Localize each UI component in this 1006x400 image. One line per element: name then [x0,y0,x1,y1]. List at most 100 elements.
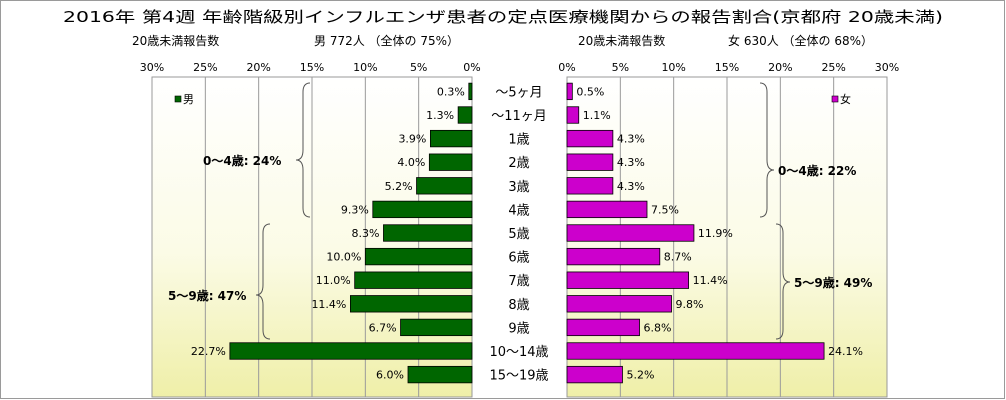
male-bar [407,365,473,384]
category-label: 15～19歳 [489,369,548,384]
female-group-0-4-label: 0～4歳: 22% [778,163,856,178]
male-header-left: 20歳未満報告数 [132,33,219,48]
male-bar [428,153,473,171]
male-bar [468,82,473,101]
female-value-label: 4.3% [617,133,645,146]
female-value-label: 1.1% [583,109,611,122]
female-axis-tick-label: 0% [558,61,575,74]
female-header-right: 女 630人 （全体の 68%） [728,33,873,48]
female-bar [566,200,648,219]
male-bar [354,271,473,289]
male-bar [383,224,473,242]
female-axis-tick-label: 5% [612,61,629,74]
female-value-label: 7.5% [651,203,679,216]
male-axis-tick-label: 30% [140,61,164,74]
male-brace-5-9 [255,223,271,340]
category-label: 7歳 [508,274,529,289]
male-axis-tick-label: 10% [353,61,377,74]
male-bars [229,82,473,384]
category-label: ～5ヶ月 [495,85,542,100]
category-label: 6歳 [508,251,529,266]
female-bar [566,153,614,171]
male-axis-tick-label: 15% [300,61,324,74]
male-value-label: 5.2% [385,180,413,193]
male-value-label: 4.0% [397,156,425,169]
female-axis-tick-label: 30% [875,61,899,74]
male-value-label: 6.7% [369,321,397,334]
female-value-label: 11.4% [693,274,728,287]
category-labels: ～5ヶ月 ～11ヶ月 1歳 2歳 3歳 4歳 5歳 6歳 7歳 8歳 9歳 10～14歳 15～19歳 [489,85,548,383]
female-value-label: 8.7% [664,251,692,264]
chart-title: 2016年 第4週 年齢階級別インフルエンザ患者の定点医療機関からの報告割合(京… [63,8,943,26]
category-label: 8歳 [508,298,529,313]
female-group-5-9-label: 5～9歳: 49% [794,275,872,290]
female-legend-label: 女 [840,92,851,106]
female-bar [566,224,695,242]
female-value-label: 5.2% [626,369,654,382]
female-header-left: 20歳未満報告数 [578,33,665,48]
female-value-label: 4.3% [617,180,645,193]
female-bar [566,271,689,289]
category-label: 2歳 [508,156,529,171]
category-label: 9歳 [508,321,529,336]
female-axis-tick-label: 15% [715,61,739,74]
category-label: 3歳 [508,180,529,195]
female-axis-tick-label: 20% [768,61,792,74]
male-brace-0-4 [295,82,311,218]
male-value-label: 1.3% [426,109,454,122]
male-legend-swatch [174,95,182,103]
female-axis-tick-label: 25% [821,61,845,74]
category-label: 5歳 [508,227,529,242]
female-value-label: 4.3% [617,156,645,169]
category-label: 4歳 [508,203,529,218]
female-bar [566,365,623,384]
female-bar [566,247,661,266]
male-bar [229,342,473,360]
male-axis-tick-label: 25% [193,61,217,74]
male-value-labels: 0.3% 1.3%3.9% 4.0% 5.2% 9.3% 8.3% 10.0% 11.0% 11… [191,85,465,381]
female-axis-tick-label: 10% [661,61,685,74]
male-bar [349,295,473,313]
female-bar [566,129,614,148]
male-value-label: 9.3% [341,203,369,216]
female-bar [566,342,825,360]
male-bar [457,106,473,124]
male-value-label: 0.3% [437,85,465,98]
male-axis-tick-label: 20% [246,61,270,74]
female-bars [566,82,825,384]
female-bar [566,295,672,313]
female-legend-swatch [831,95,839,103]
male-bar [400,318,473,337]
male-axis-tick-label: 5% [410,61,427,74]
male-value-label: 22.7% [191,345,226,358]
male-axis-tick-label: 0% [463,61,480,74]
female-value-label: 9.8% [676,298,704,311]
female-value-label: 11.9% [698,227,733,240]
female-value-labels: 0.5% 1.1% 4.3% 4.3% 4.3% 7.5% 11.9% 8.7%11.4% 9.… [576,85,863,381]
category-label: 1歳 [508,133,529,148]
female-bar [566,318,640,337]
male-bar [429,129,473,148]
category-label: 10～14歳 [489,345,548,360]
male-legend-label: 男 [183,93,194,106]
male-group-0-4-label: 0～4歳: 24% [203,153,281,168]
female-bar [566,106,580,124]
female-value-label: 0.5% [576,85,604,98]
female-axis-ticks: 0% 5% 10% 15% 20% 25% 30% [558,61,899,74]
female-bar [566,177,614,195]
male-value-label: 11.0% [316,274,351,287]
female-value-label: 24.1% [828,345,863,358]
female-brace-5-9 [775,223,791,340]
female-bar [566,82,573,101]
male-axis-ticks: 30% 25% 20% 15% 10% 5% 0% [140,61,481,74]
male-value-label: 10.0% [326,251,361,264]
category-label: ～11ヶ月 [491,109,547,124]
male-value-label: 11.4% [311,298,346,311]
male-bar [364,247,473,266]
male-bar [372,200,473,219]
male-bar [416,177,473,195]
male-value-label: 3.9% [398,133,426,146]
male-header-right: 男 772人 （全体の 75%） [314,33,459,48]
male-group-5-9-label: 5～9歳: 47% [168,288,246,303]
